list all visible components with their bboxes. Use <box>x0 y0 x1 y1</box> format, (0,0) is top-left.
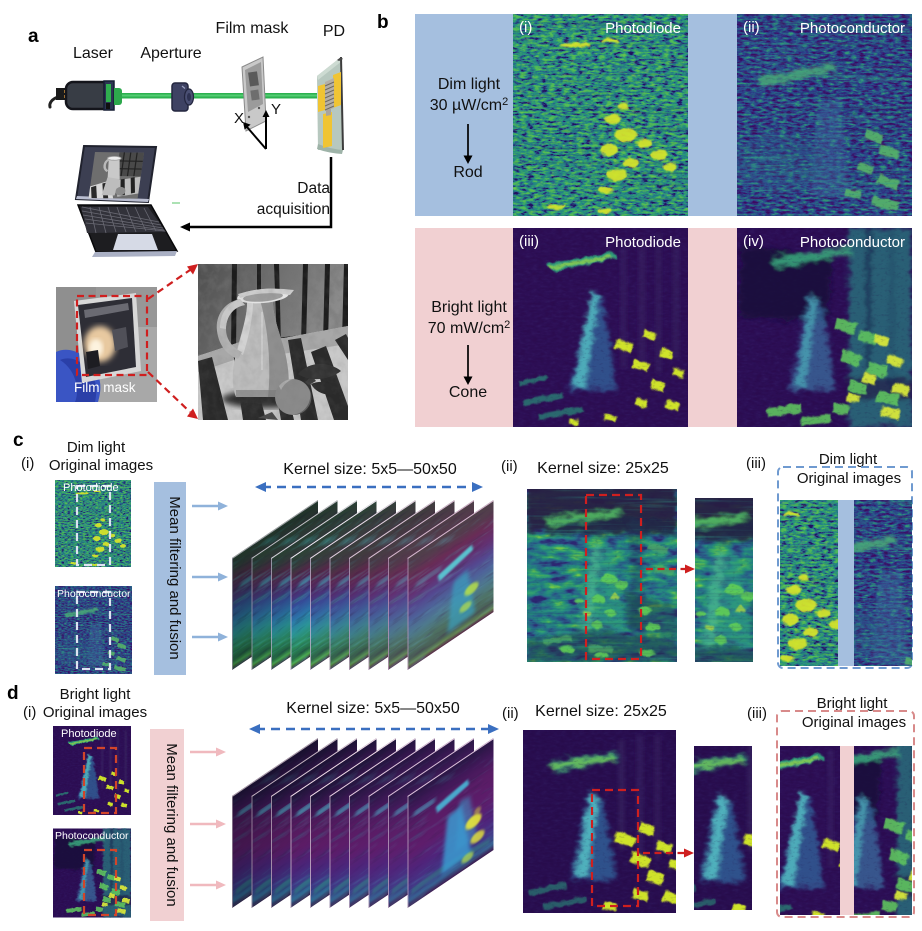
svg-text:Photodiode: Photodiode <box>605 234 681 251</box>
svg-text:Kernel size: 5x5—50x50: Kernel size: 5x5—50x50 <box>286 700 460 717</box>
svg-text:Rod: Rod <box>453 164 482 181</box>
svg-text:Bright light: Bright light <box>817 695 889 712</box>
svg-text:Dim light: Dim light <box>819 451 878 468</box>
svg-text:(ii): (ii) <box>501 458 518 475</box>
svg-text:Bright light: Bright light <box>60 686 132 703</box>
svg-text:(i): (i) <box>519 19 532 36</box>
svg-text:(iii): (iii) <box>519 233 539 250</box>
svg-text:(i): (i) <box>23 704 36 721</box>
svg-text:Kernel size: 25x25: Kernel size: 25x25 <box>535 703 667 720</box>
svg-text:Kernel size: 5x5—50x50: Kernel size: 5x5—50x50 <box>283 461 457 478</box>
svg-text:Photoconductor: Photoconductor <box>800 20 905 37</box>
svg-text:30 µW/cm2: 30 µW/cm2 <box>430 96 508 114</box>
svg-text:Dim light: Dim light <box>67 439 126 456</box>
svg-text:b: b <box>377 12 389 33</box>
svg-text:Photodiode: Photodiode <box>63 482 119 494</box>
svg-text:d: d <box>7 683 19 704</box>
svg-text:(ii): (ii) <box>502 705 519 722</box>
svg-text:Original images: Original images <box>797 470 901 487</box>
svg-text:Mean filtering and fusion: Mean filtering and fusion <box>163 743 180 906</box>
svg-text:acquisition: acquisition <box>257 201 330 218</box>
svg-text:(iii): (iii) <box>746 455 766 472</box>
svg-text:Photoconductor: Photoconductor <box>55 830 129 842</box>
svg-text:Cone: Cone <box>449 384 487 401</box>
svg-text:Original images: Original images <box>49 457 153 474</box>
svg-text:Film mask: Film mask <box>74 380 136 395</box>
svg-text:70 mW/cm2: 70 mW/cm2 <box>428 319 511 337</box>
svg-text:(ii): (ii) <box>743 19 760 36</box>
svg-text:Data: Data <box>297 180 330 197</box>
svg-text:Aperture: Aperture <box>140 45 201 62</box>
svg-text:Dim light: Dim light <box>438 76 501 93</box>
svg-text:(iv): (iv) <box>743 233 764 250</box>
svg-text:Laser: Laser <box>73 45 114 62</box>
svg-text:Y: Y <box>271 101 281 118</box>
svg-text:Film mask: Film mask <box>216 20 290 37</box>
svg-text:Original images: Original images <box>802 714 906 731</box>
svg-text:Photodiode: Photodiode <box>61 728 117 740</box>
svg-text:Photoconductor: Photoconductor <box>57 588 131 600</box>
svg-text:c: c <box>13 430 24 451</box>
svg-text:PD: PD <box>323 23 345 40</box>
svg-text:X: X <box>234 110 244 127</box>
svg-text:Original images: Original images <box>43 704 147 721</box>
svg-text:Bright light: Bright light <box>431 299 507 316</box>
svg-text:(i): (i) <box>21 455 34 472</box>
svg-text:Photoconductor: Photoconductor <box>800 234 905 251</box>
svg-text:(iii): (iii) <box>747 705 767 722</box>
svg-text:Mean filtering and fusion: Mean filtering and fusion <box>166 496 183 659</box>
svg-text:a: a <box>28 26 39 47</box>
svg-text:Kernel size: 25x25: Kernel size: 25x25 <box>537 460 669 477</box>
svg-text:Photodiode: Photodiode <box>605 20 681 37</box>
